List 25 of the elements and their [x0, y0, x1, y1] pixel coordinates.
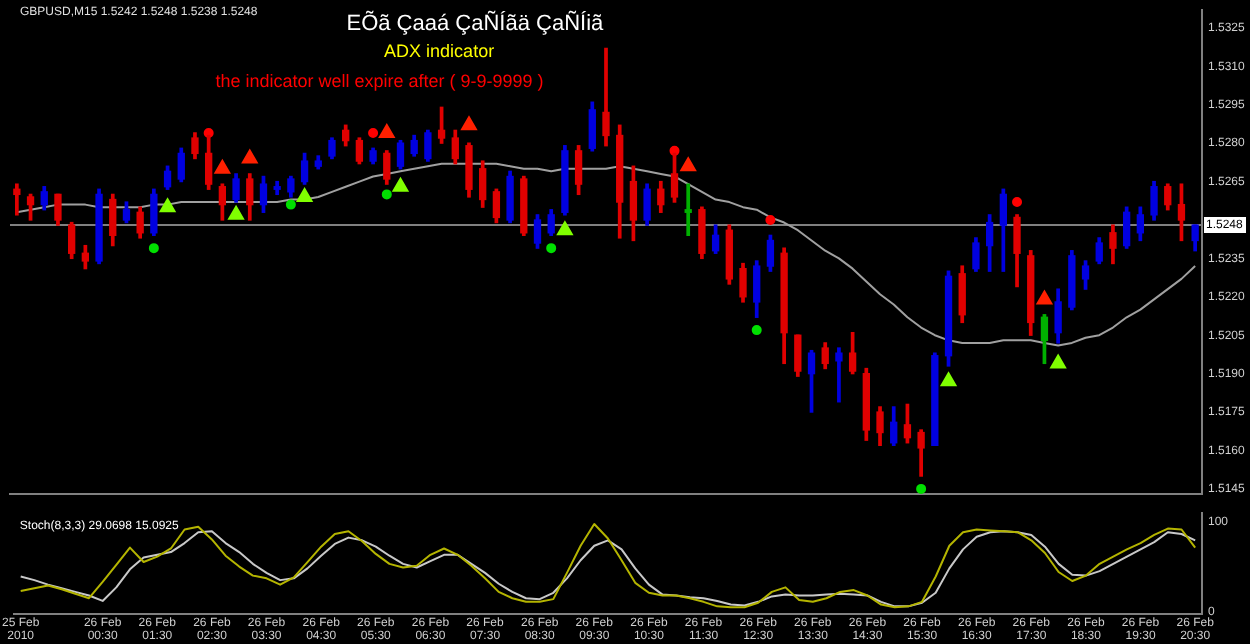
point: [214, 159, 231, 174]
point: [1036, 290, 1053, 305]
point: [392, 177, 409, 192]
annotation: the indicator well expire after ( 9-9-9999 ): [215, 70, 544, 91]
point: [228, 205, 244, 220]
point: [940, 372, 957, 387]
point: [381, 189, 392, 200]
point: [241, 149, 258, 164]
annotation: ADX indicator: [384, 40, 495, 61]
point: [378, 123, 395, 138]
point: [159, 198, 176, 213]
point: [680, 157, 697, 172]
point: [461, 116, 477, 131]
point: [1050, 354, 1067, 369]
point: [556, 221, 573, 236]
point: [285, 199, 296, 210]
point: [751, 325, 762, 336]
point: [296, 187, 313, 202]
point: [765, 214, 776, 225]
point: [148, 243, 159, 254]
point: [368, 127, 379, 138]
point: [1012, 197, 1023, 208]
chart-title: EÕã Çaaá ÇaÑÍãä ÇaÑÍiã: [346, 10, 606, 37]
point: [546, 243, 557, 254]
point: [916, 483, 927, 494]
